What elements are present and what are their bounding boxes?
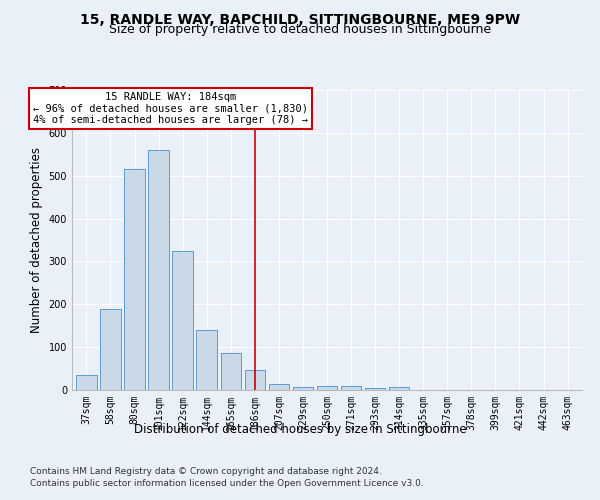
Text: Contains public sector information licensed under the Open Government Licence v3: Contains public sector information licen… — [30, 479, 424, 488]
Text: Contains HM Land Registry data © Crown copyright and database right 2024.: Contains HM Land Registry data © Crown c… — [30, 468, 382, 476]
Bar — [293, 386, 313, 390]
Bar — [172, 250, 193, 390]
Text: 15, RANDLE WAY, BAPCHILD, SITTINGBOURNE, ME9 9PW: 15, RANDLE WAY, BAPCHILD, SITTINGBOURNE,… — [80, 12, 520, 26]
Bar — [389, 387, 409, 390]
Bar — [196, 330, 217, 390]
Text: Size of property relative to detached houses in Sittingbourne: Size of property relative to detached ho… — [109, 22, 491, 36]
Bar — [245, 370, 265, 390]
Bar — [365, 388, 385, 390]
Bar — [341, 386, 361, 390]
Bar — [221, 352, 241, 390]
Text: Distribution of detached houses by size in Sittingbourne: Distribution of detached houses by size … — [134, 422, 466, 436]
Bar — [100, 308, 121, 390]
Bar — [124, 170, 145, 390]
Bar — [317, 386, 337, 390]
Text: 15 RANDLE WAY: 184sqm
← 96% of detached houses are smaller (1,830)
4% of semi-de: 15 RANDLE WAY: 184sqm ← 96% of detached … — [33, 92, 308, 126]
Y-axis label: Number of detached properties: Number of detached properties — [30, 147, 43, 333]
Bar — [148, 150, 169, 390]
Bar — [76, 375, 97, 390]
Bar — [269, 384, 289, 390]
